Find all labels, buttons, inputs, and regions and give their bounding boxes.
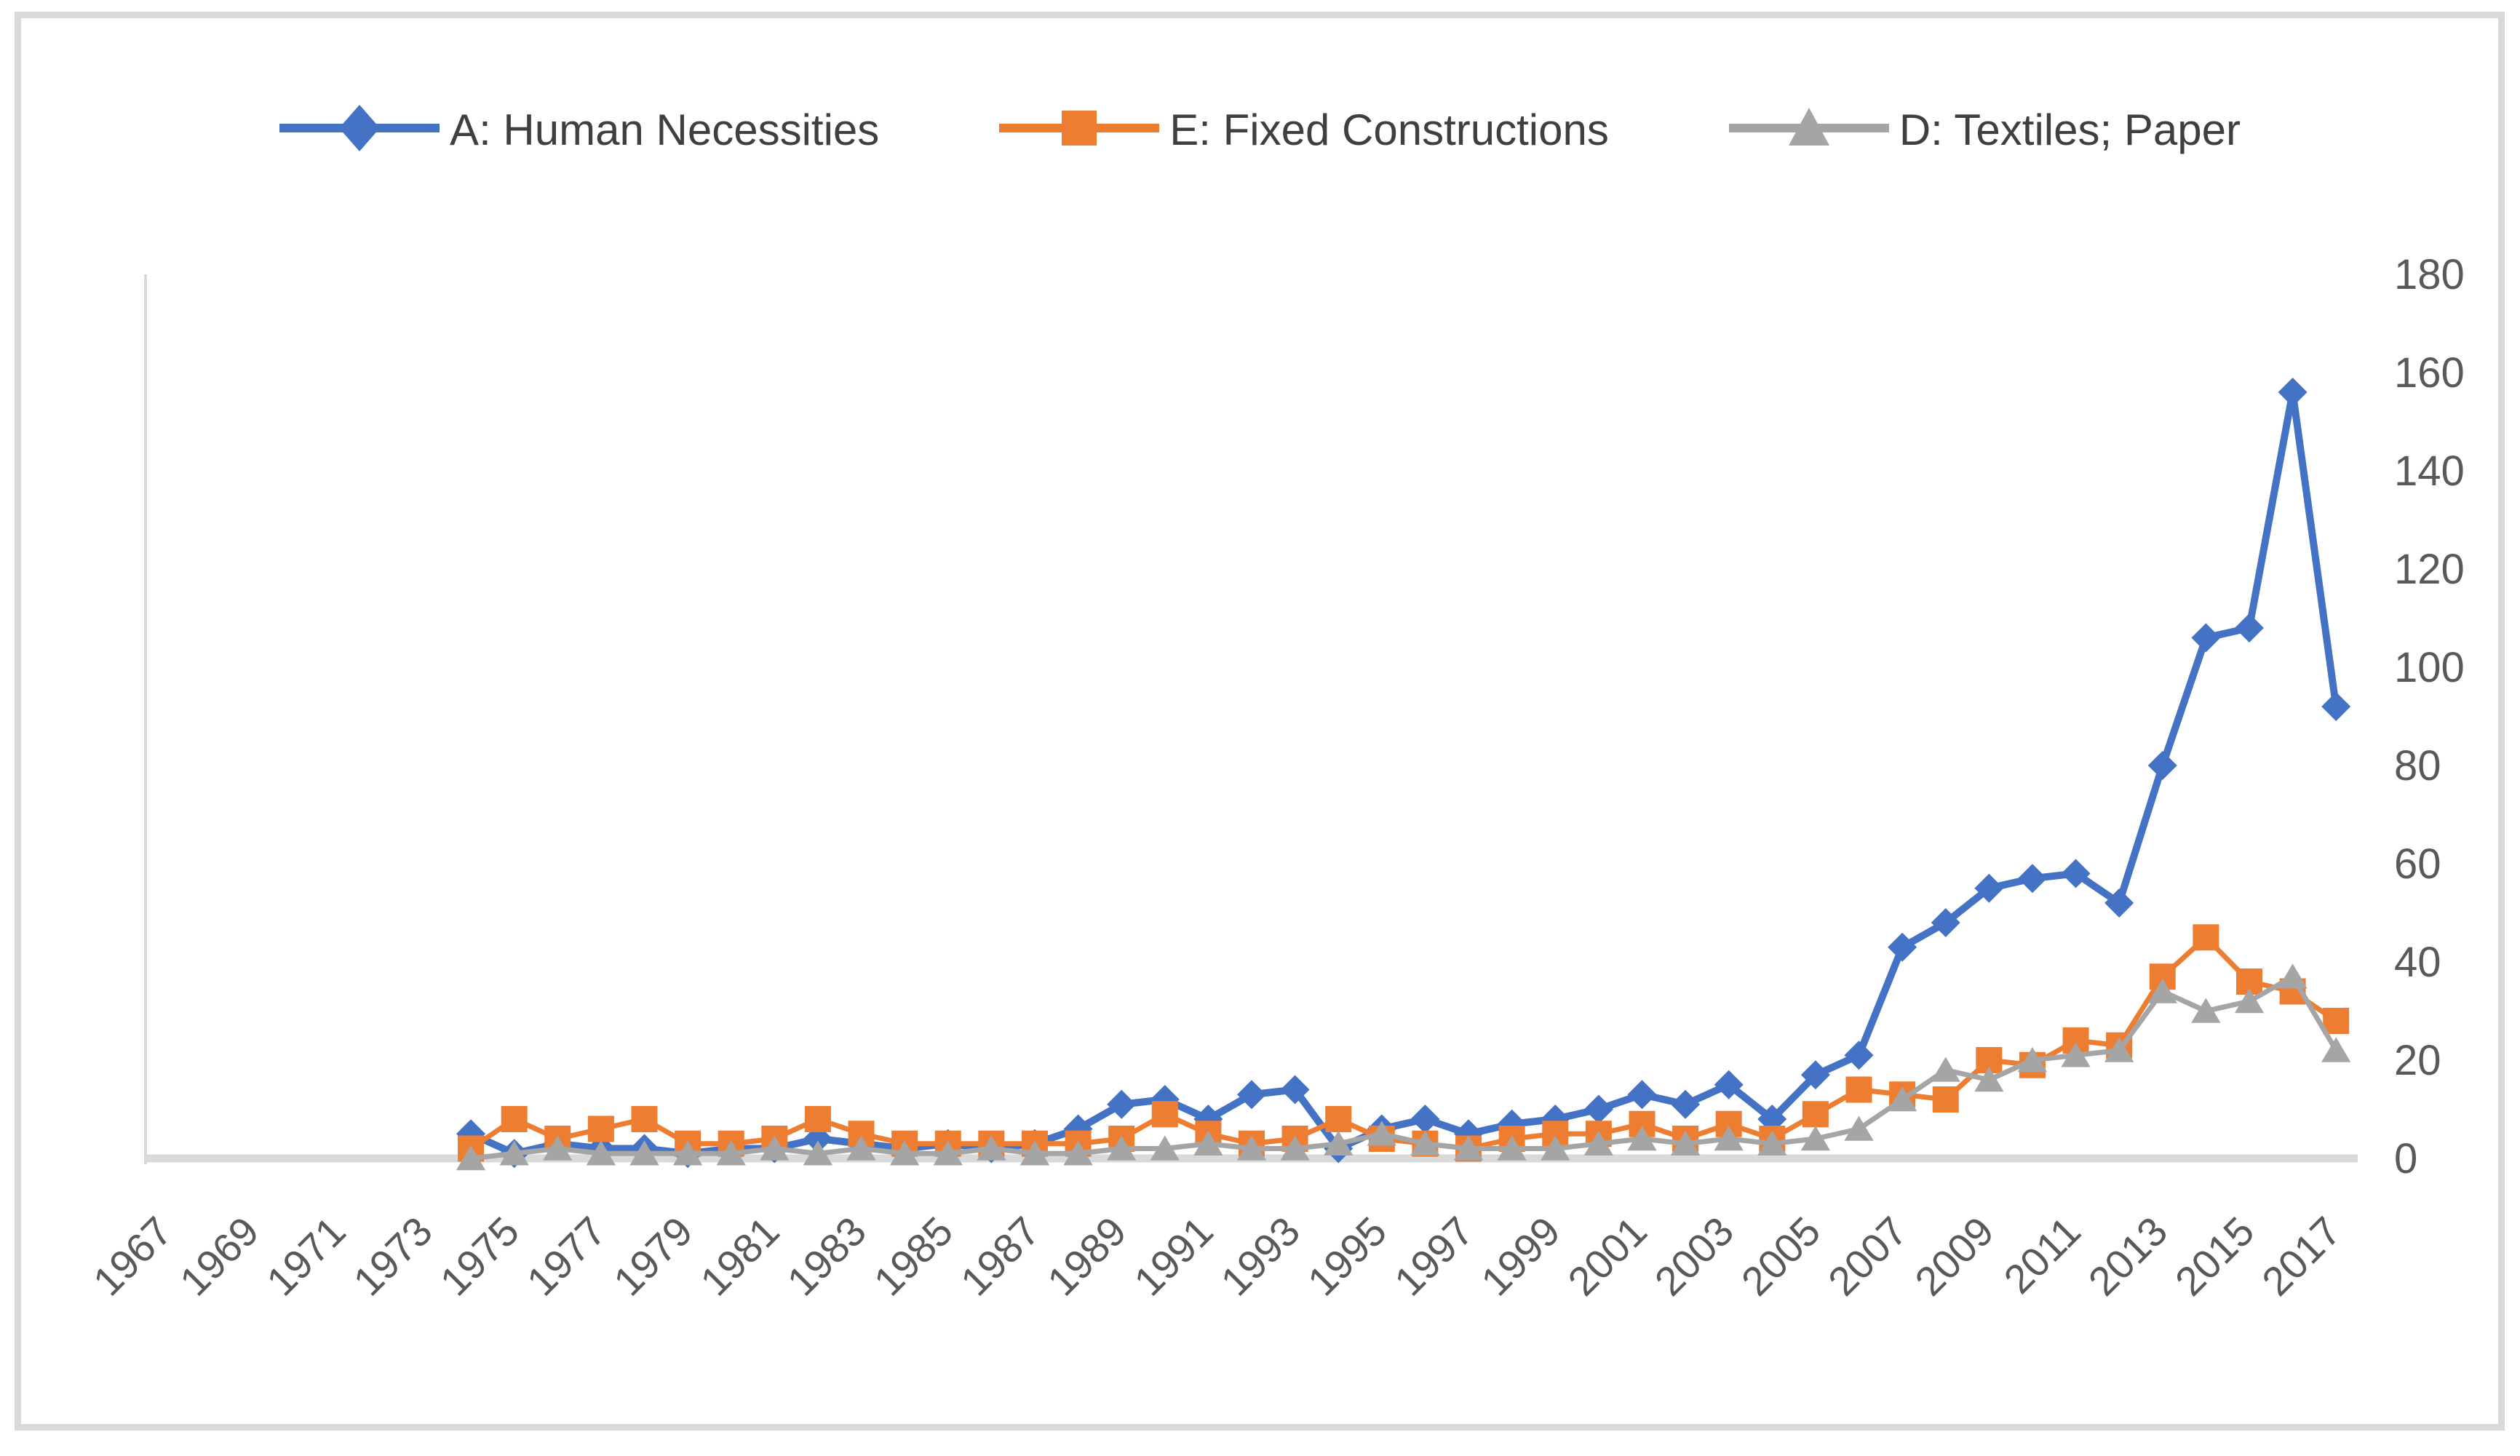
triangle-marker-icon — [1728, 92, 1889, 168]
svg-text:20: 20 — [2394, 1037, 2441, 1084]
svg-text:1967: 1967 — [84, 1208, 181, 1305]
svg-text:120: 120 — [2394, 546, 2465, 593]
svg-text:1971: 1971 — [258, 1208, 354, 1305]
svg-text:2003: 2003 — [1646, 1208, 1743, 1305]
chart-legend: A: Human Necessities E: Fixed Constructi… — [0, 86, 2520, 173]
svg-text:80: 80 — [2394, 742, 2441, 789]
svg-text:1993: 1993 — [1212, 1208, 1308, 1305]
svg-text:2013: 2013 — [2080, 1208, 2177, 1305]
svg-text:60: 60 — [2394, 840, 2441, 888]
svg-text:1981: 1981 — [691, 1208, 788, 1305]
svg-text:1973: 1973 — [344, 1208, 441, 1305]
svg-text:1995: 1995 — [1299, 1208, 1396, 1305]
svg-text:140: 140 — [2394, 447, 2465, 495]
svg-text:100: 100 — [2394, 644, 2465, 691]
svg-text:1999: 1999 — [1472, 1208, 1569, 1305]
legend-item-human-necessities: A: Human Necessities — [279, 92, 879, 168]
legend-label: D: Textiles; Paper — [1899, 105, 2241, 154]
svg-text:1975: 1975 — [432, 1208, 528, 1305]
svg-text:1991: 1991 — [1125, 1208, 1222, 1305]
legend-item-textiles-paper: D: Textiles; Paper — [1728, 92, 2241, 168]
svg-text:0: 0 — [2394, 1135, 2417, 1182]
svg-text:2009: 2009 — [1906, 1208, 2003, 1305]
svg-text:2015: 2015 — [2166, 1208, 2263, 1305]
legend-label: E: Fixed Constructions — [1169, 105, 1609, 154]
diamond-marker-icon — [279, 92, 440, 168]
legend-item-fixed-constructions: E: Fixed Constructions — [999, 92, 1609, 168]
svg-text:1997: 1997 — [1386, 1208, 1482, 1305]
svg-text:160: 160 — [2394, 349, 2465, 397]
svg-text:2007: 2007 — [1819, 1208, 1916, 1305]
square-marker-icon — [999, 92, 1160, 168]
svg-text:1989: 1989 — [1038, 1208, 1135, 1305]
svg-text:2005: 2005 — [1733, 1208, 1829, 1305]
svg-text:1987: 1987 — [952, 1208, 1049, 1305]
svg-text:2001: 2001 — [1559, 1208, 1656, 1305]
svg-text:1969: 1969 — [171, 1208, 268, 1305]
svg-text:1977: 1977 — [518, 1208, 615, 1305]
chart-border-frame — [15, 12, 2505, 1431]
series-D: Textiles; Paper — [456, 963, 2351, 1171]
svg-text:1983: 1983 — [778, 1208, 875, 1305]
svg-text:2011: 2011 — [1995, 1208, 2089, 1302]
svg-text:180: 180 — [2394, 251, 2465, 298]
svg-text:40: 40 — [2394, 939, 2441, 986]
legend-label: A: Human Necessities — [450, 105, 880, 154]
svg-text:1979: 1979 — [605, 1208, 701, 1305]
svg-text:1985: 1985 — [865, 1208, 962, 1305]
svg-text:2017: 2017 — [2253, 1208, 2350, 1305]
